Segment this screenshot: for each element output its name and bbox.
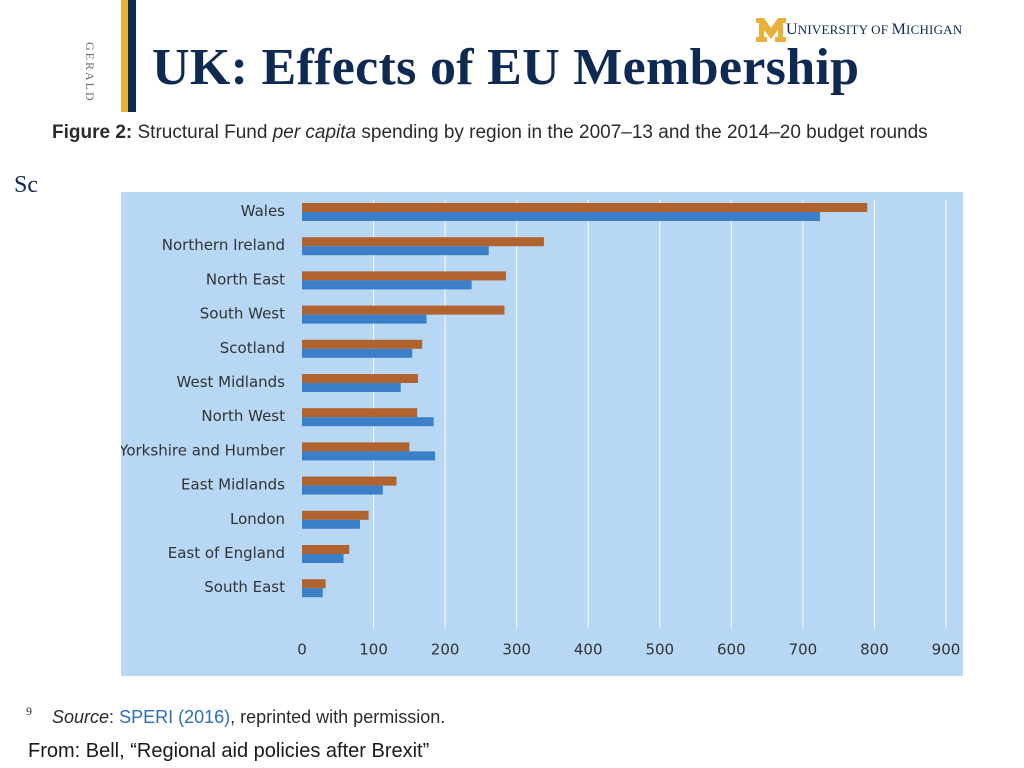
block-m-icon xyxy=(756,18,786,42)
plot-background xyxy=(121,192,963,676)
category-label: Scotland xyxy=(220,339,285,357)
bar-2007-2013 xyxy=(302,280,472,290)
side-vertical-text: GERALD xyxy=(83,42,97,103)
source-label: Source xyxy=(52,707,110,727)
bar-2014-2020 xyxy=(302,203,868,212)
category-label: West Midlands xyxy=(177,373,286,391)
partial-text-fragment: Sc xyxy=(14,172,38,198)
accent-bar-navy xyxy=(128,0,136,112)
chart-svg: 0 100 200 300 400 500 600 700 800 900 Wales Norther… xyxy=(118,192,963,692)
figure-label: Figure 2: xyxy=(52,122,133,143)
source-link[interactable]: SPERI (2016) xyxy=(119,707,231,727)
bar-2014-2020 xyxy=(302,545,350,554)
bar-2007-2013 xyxy=(302,554,344,563)
university-logo: UNIVERSITY OF MICHIGAN xyxy=(756,16,962,44)
bar-2007-2013 xyxy=(302,383,401,392)
x-tick-label: 500 xyxy=(645,640,674,658)
bar-2007-2013 xyxy=(302,451,436,461)
bar-2007-2013 xyxy=(302,417,434,427)
source-line: Source: SPERI (2016), reprinted with per… xyxy=(52,707,445,728)
x-tick-label: 900 xyxy=(932,640,961,658)
category-label: East of England xyxy=(168,544,285,562)
bar-2007-2013 xyxy=(302,246,489,256)
x-tick-label: 400 xyxy=(574,640,603,658)
category-label: Northern Ireland xyxy=(162,236,285,254)
source-rest: , reprinted with permission. xyxy=(230,707,446,727)
bar-2014-2020 xyxy=(302,271,506,281)
bar-2007-2013 xyxy=(302,588,323,598)
bar-2014-2020 xyxy=(302,579,326,589)
figure-caption: Figure 2: Structural Fund per capita spe… xyxy=(52,120,992,145)
bar-2007-2013 xyxy=(302,212,821,221)
x-tick-label: 100 xyxy=(359,640,388,658)
category-label: North West xyxy=(201,407,285,425)
legend-label: 2014-2020 xyxy=(460,674,542,676)
x-tick-label: 800 xyxy=(860,640,889,658)
category-label: Yorkshire and Humber xyxy=(121,441,286,459)
category-label: East Midlands xyxy=(181,476,285,494)
caption-part-b: spending by region in the 2007–13 and th… xyxy=(356,122,928,143)
caption-emphasis: per capita xyxy=(272,122,357,143)
bar-2007-2013 xyxy=(302,485,383,495)
from-citation: From: Bell, “Regional aid policies after… xyxy=(28,740,430,762)
bar-2014-2020 xyxy=(302,476,397,486)
bar-2014-2020 xyxy=(302,442,410,452)
x-tick-label: 300 xyxy=(502,640,531,658)
x-tick-label: 0 xyxy=(297,640,307,658)
bar-2014-2020 xyxy=(302,408,418,418)
slide-title: UK: Effects of EU Membership xyxy=(152,39,860,96)
bar-2014-2020 xyxy=(302,510,369,520)
x-tick-label: 600 xyxy=(717,640,746,658)
category-label: South West xyxy=(200,305,285,323)
x-tick-label: 200 xyxy=(431,640,460,658)
bar-2014-2020 xyxy=(302,237,544,247)
category-label: North East xyxy=(206,270,285,288)
bar-2007-2013 xyxy=(302,348,413,358)
legend-label: 2007-2013 xyxy=(572,674,654,676)
bar-2014-2020 xyxy=(302,305,505,315)
bar-2014-2020 xyxy=(302,374,418,383)
caption-part-a: Structural Fund xyxy=(132,122,273,143)
bar-2007-2013 xyxy=(302,519,360,529)
bar-2014-2020 xyxy=(302,339,423,349)
university-name: UNIVERSITY OF MICHIGAN xyxy=(786,21,963,38)
bar-chart: 0 100 200 300 400 500 600 700 800 900 Wales Norther… xyxy=(118,192,963,692)
source-colon: : xyxy=(109,707,120,727)
accent-bar-gold xyxy=(121,0,128,112)
x-tick-label: 700 xyxy=(789,640,818,658)
category-label: London xyxy=(230,510,285,528)
bar-2007-2013 xyxy=(302,314,427,324)
category-label: Wales xyxy=(241,202,285,220)
category-label: South East xyxy=(204,578,285,596)
page-number: 9 xyxy=(26,704,32,718)
